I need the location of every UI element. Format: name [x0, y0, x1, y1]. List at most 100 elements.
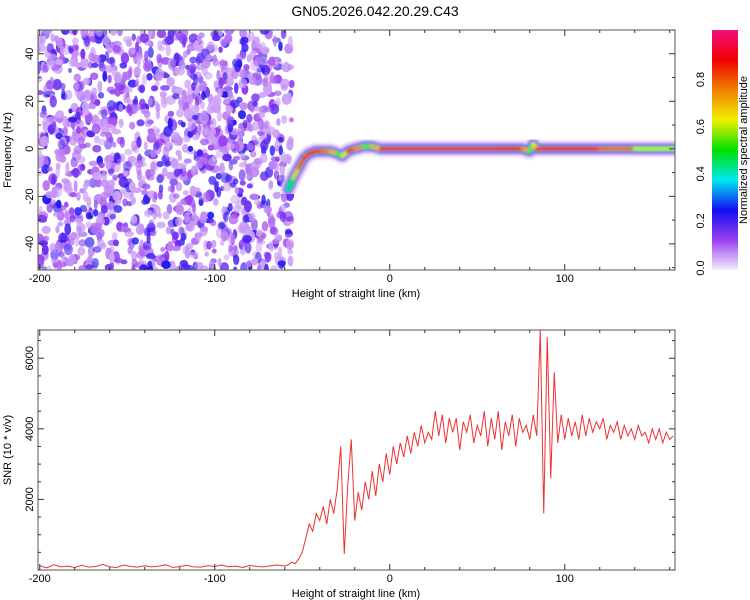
- noise-blob: [136, 136, 142, 148]
- noise-blob: [136, 119, 145, 127]
- noise-blob: [223, 254, 230, 261]
- noise-blob: [177, 154, 182, 161]
- noise-blob: [147, 98, 153, 106]
- plot-frame-top: [37, 29, 676, 271]
- noise-blob: [234, 82, 239, 94]
- noise-blob: [152, 208, 157, 221]
- noise-blob: [250, 218, 258, 231]
- noise-blob: [217, 257, 222, 267]
- noise-blob: [238, 110, 246, 120]
- noise-blob: [160, 93, 166, 103]
- noise-blob: [229, 99, 240, 109]
- noise-blob: [191, 104, 200, 115]
- noise-blob: [255, 242, 263, 253]
- noise-blob: [227, 202, 233, 212]
- noise-blob: [285, 92, 292, 105]
- noise-blob: [223, 234, 228, 241]
- noise-blob: [98, 63, 106, 72]
- noise-blob: [197, 124, 202, 136]
- noise-blob: [219, 162, 225, 175]
- noise-blob: [136, 55, 141, 68]
- noise-blob: [91, 123, 101, 134]
- noise-blob: [219, 262, 230, 270]
- noise-blob: [168, 260, 176, 270]
- noise-blob: [267, 216, 276, 229]
- noise-blob: [219, 59, 226, 71]
- noise-blob: [211, 155, 217, 163]
- noise-blob: [93, 135, 100, 144]
- noise-blob: [283, 61, 289, 71]
- noise-blob: [120, 225, 129, 232]
- noise-blob: [247, 212, 256, 222]
- noise-blob: [39, 135, 50, 147]
- colorbar-label: Normalized spectral amplitude: [738, 76, 750, 224]
- noise-blob: [100, 179, 110, 188]
- noise-blob: [278, 175, 283, 182]
- noise-blob: [130, 140, 138, 152]
- noise-blob: [43, 30, 53, 35]
- x-axis-label-top: Height of straight line (km): [292, 288, 420, 300]
- noise-blob: [50, 33, 55, 43]
- noise-blob: [278, 145, 283, 156]
- noise-blob: [38, 148, 43, 156]
- noise-blob: [64, 210, 70, 220]
- noise-blob: [284, 228, 292, 235]
- noise-blob: [238, 162, 248, 168]
- noise-blob: [82, 77, 91, 86]
- noise-blob: [179, 99, 185, 106]
- noise-blob: [67, 234, 72, 244]
- noise-blob: [76, 191, 81, 202]
- noise-blob: [64, 89, 73, 101]
- noise-blob: [226, 116, 236, 128]
- noise-blob: [160, 85, 170, 91]
- noise-blob: [80, 58, 90, 69]
- noise-blob: [101, 109, 108, 120]
- noise-blob: [147, 128, 155, 134]
- noise-blob: [171, 159, 178, 167]
- noise-blob: [98, 138, 106, 146]
- noise-blob: [113, 204, 123, 213]
- noise-blob: [109, 30, 118, 36]
- noise-blob: [279, 212, 287, 223]
- noise-blob: [98, 162, 105, 169]
- noise-blob: [222, 153, 232, 162]
- ticks-bottom: -200 -100 0 100 2000 4000 6000: [24, 330, 675, 585]
- noise-blob: [247, 31, 255, 42]
- noise-blob: [284, 232, 292, 239]
- noise-blob: [55, 132, 63, 140]
- noise-blob: [92, 246, 102, 253]
- noise-blob: [90, 222, 99, 235]
- noise-blob: [270, 265, 278, 270]
- noise-blob: [232, 178, 239, 185]
- noise-blob: [277, 136, 284, 143]
- noise-blob: [171, 245, 181, 252]
- noise-blob: [170, 183, 175, 193]
- noise-blob: [41, 35, 47, 41]
- noise-blob: [96, 214, 103, 225]
- noise-blob: [55, 225, 60, 234]
- noise-blob: [107, 74, 112, 84]
- y-axis-label-top: Frequency (Hz): [2, 112, 14, 188]
- noise-blob: [106, 201, 115, 210]
- noise-blob: [242, 119, 248, 129]
- noise-blob: [169, 178, 178, 186]
- noise-blob: [180, 263, 191, 270]
- noise-blob: [191, 133, 200, 141]
- noise-blob: [70, 169, 80, 176]
- noise-blob: [102, 70, 108, 82]
- noise-blob: [265, 166, 274, 178]
- noise-blob: [263, 205, 273, 214]
- noise-blob: [131, 237, 139, 245]
- noise-blob: [147, 265, 154, 270]
- noise-blob: [194, 261, 204, 270]
- noise-blob: [91, 258, 100, 269]
- noise-blob: [130, 215, 138, 224]
- noise-blob: [97, 80, 103, 93]
- noise-blob: [42, 266, 48, 270]
- noise-blob: [249, 140, 259, 146]
- noise-blob: [155, 103, 161, 112]
- noise-blob: [111, 128, 122, 135]
- noise-blob: [279, 165, 286, 176]
- noise-blob: [224, 30, 235, 35]
- noise-blob: [141, 175, 146, 185]
